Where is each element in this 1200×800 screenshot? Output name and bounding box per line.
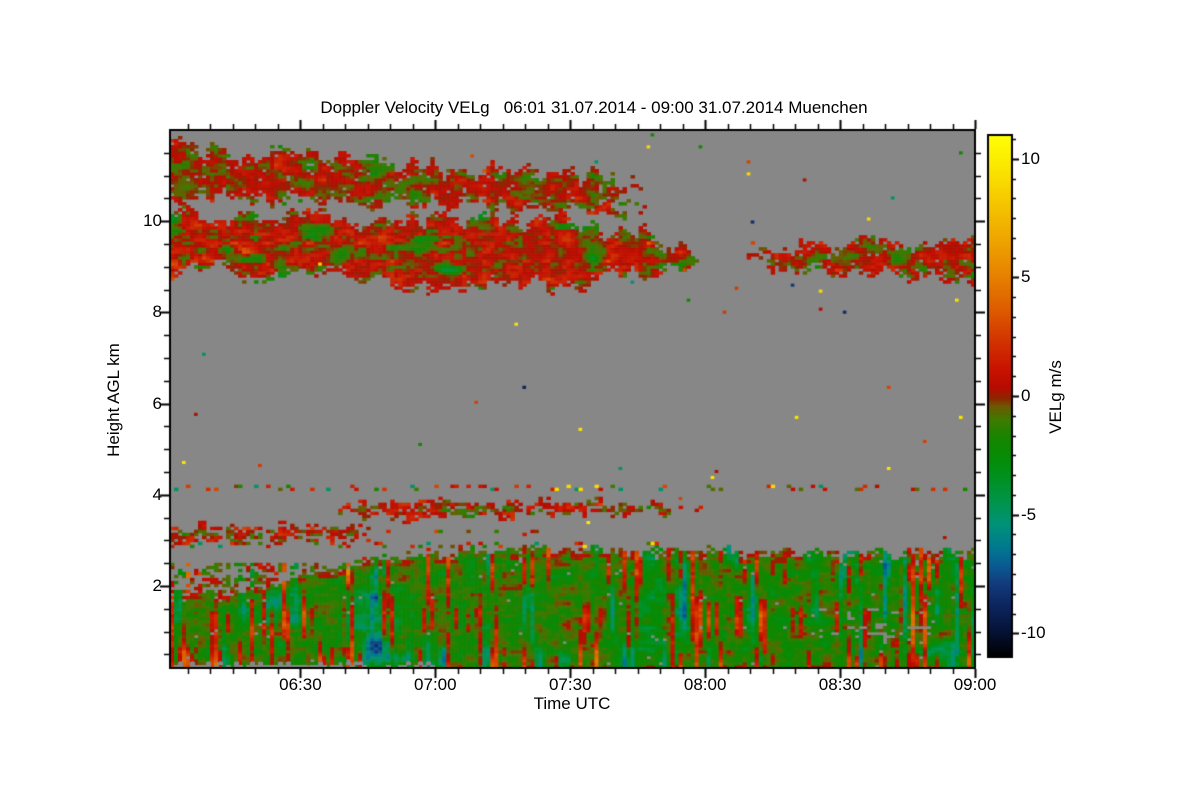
x-tick-label-09:00: 09:00 xyxy=(953,675,997,694)
x-tick-label-07:00: 07:00 xyxy=(414,675,457,694)
x-tick-label-08:00: 08:00 xyxy=(683,675,727,694)
colorbar-tick-label-0: 0 xyxy=(1021,386,1031,405)
y-tick-label-8: 8 xyxy=(152,302,162,322)
colorbar-tick-label-5: 5 xyxy=(1021,267,1031,287)
y-tick-label-2: 2 xyxy=(152,575,162,595)
y-tick-label-10: 10 xyxy=(143,211,162,231)
heatmap-canvas xyxy=(170,130,975,668)
plot-title: Doppler Velocity VELg 06:01 31.07.2014 -… xyxy=(320,98,868,117)
colorbar-label: VELg m/s xyxy=(1046,360,1065,434)
x-tick-label-07:30: 07:30 xyxy=(548,675,592,694)
y-tick-label-4: 4 xyxy=(152,484,162,504)
colorbar-tick-label-10: 10 xyxy=(1021,148,1040,168)
colorbar-tick-label--5: -5 xyxy=(1021,504,1037,524)
x-tick-label-06:30: 06:30 xyxy=(279,675,322,694)
colorbar-gradient xyxy=(988,135,1012,657)
y-tick-label-6: 6 xyxy=(152,393,162,413)
x-tick-label-08:30: 08:30 xyxy=(818,675,862,694)
colorbar-tick-label--10: -10 xyxy=(1021,623,1046,643)
x-axis-label: Time UTC xyxy=(533,694,611,713)
